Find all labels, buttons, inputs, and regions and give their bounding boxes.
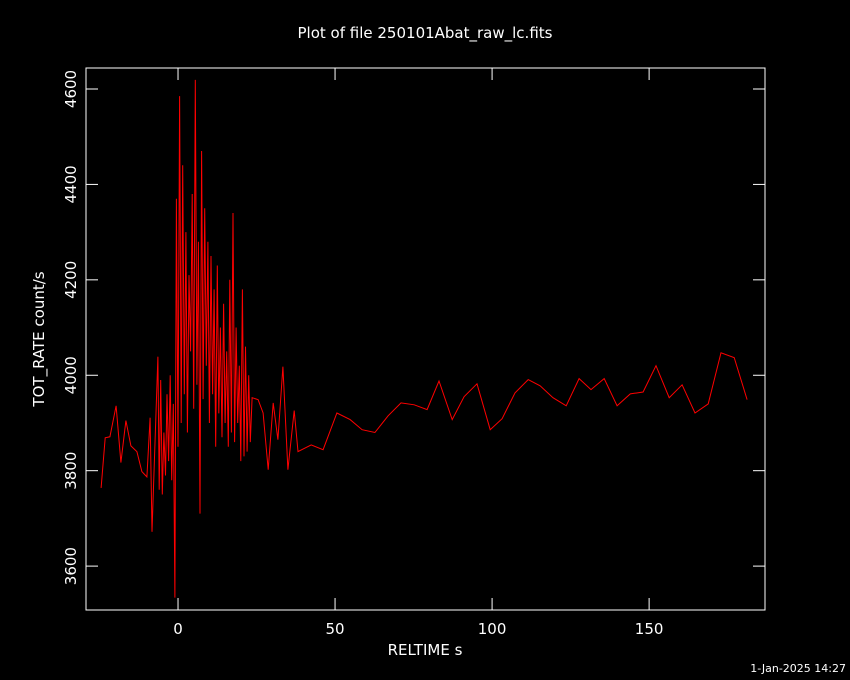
x-tick-label: 50 [326,620,345,638]
x-tick-label: 150 [635,620,664,638]
y-tick-label: 4200 [62,261,80,299]
x-tick-label: 0 [173,620,183,638]
y-tick-label: 4000 [62,356,80,394]
footnote: 1-Jan-2025 14:27 [750,662,846,675]
y-tick-label: 4400 [62,165,80,203]
x-tick-label: 100 [478,620,507,638]
chart-title: Plot of file 250101Abat_raw_lc.fits [298,24,553,43]
x-axis-label: RELTIME s [388,641,463,659]
y-axis-label: TOT_RATE count/s [30,271,49,407]
y-tick-label: 3600 [62,547,80,585]
y-tick-label: 4600 [62,70,80,108]
y-tick-label: 3800 [62,452,80,490]
plot-frame [85,67,766,611]
data-line [100,79,748,598]
